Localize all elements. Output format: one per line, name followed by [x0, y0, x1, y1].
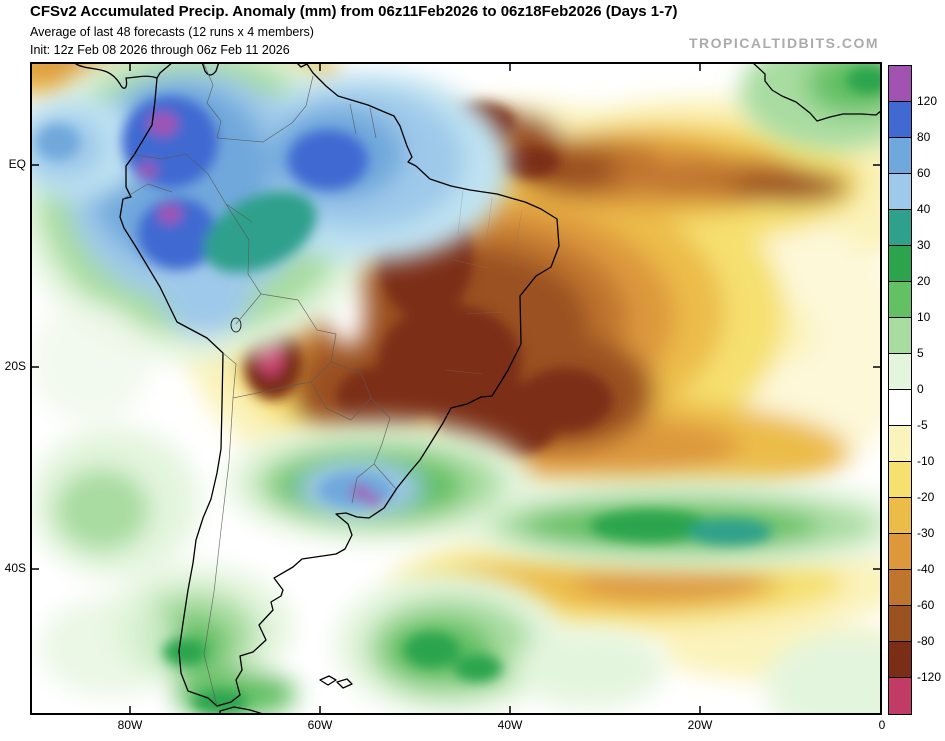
colorbar-label: 120: [917, 94, 938, 108]
colorbar-label: 30: [917, 238, 931, 252]
colorbar-segment: [889, 138, 911, 174]
lake-titicaca: [230, 317, 242, 333]
colorbar-segment: [889, 282, 911, 318]
map-canvas: [30, 62, 882, 715]
south-america-coastline: [119, 62, 560, 707]
colorbar-segment: [889, 102, 911, 138]
colorbar-segment: [889, 534, 911, 570]
colorbar-label: -60: [917, 598, 935, 612]
colorbar-segment: [889, 390, 911, 426]
country-borders: [122, 63, 397, 707]
colorbar-label: -5: [917, 418, 928, 432]
lat-label-20s: 20S: [4, 359, 26, 373]
colorbar-segment: [889, 246, 911, 282]
colorbar-segment: [889, 210, 911, 246]
colorbar-segment: [889, 174, 911, 210]
colorbar-segment: [889, 318, 911, 354]
colorbar-segment: [889, 462, 911, 498]
colorbar-segment: [889, 426, 911, 462]
central-america-coastline: [75, 63, 158, 89]
colorbar-segment: [889, 498, 911, 534]
lon-label-0: 0: [878, 718, 886, 732]
anomaly-field-positive-cores: [36, 66, 882, 714]
colorbar-segment: [889, 642, 911, 678]
colorbar-label: 40: [917, 202, 931, 216]
lon-label-60w: 60W: [307, 718, 333, 732]
colorbar-label: 5: [917, 346, 924, 360]
lon-label-80w: 80W: [117, 718, 143, 732]
colorbar-label: -40: [917, 562, 935, 576]
lat-label-40s: 40S: [4, 561, 26, 575]
colorbar: [888, 65, 912, 715]
colorbar-label: 60: [917, 166, 931, 180]
africa-coastline: [751, 62, 882, 122]
colorbar-label: -80: [917, 634, 935, 648]
colorbar-segment: [889, 66, 911, 102]
colorbar-wrap: 120 80 60 40 30 20 10 5 0 -5 -10 -20 -30 -40 -60 -80 -12…: [888, 65, 945, 715]
lon-label-40w: 40W: [497, 718, 523, 732]
colorbar-segment: [889, 606, 911, 642]
colorbar-label: -20: [917, 490, 935, 504]
watermark: TROPICALTIDBITS.COM: [688, 35, 879, 51]
falkland-islands: [319, 675, 353, 689]
colorbar-label: 80: [917, 130, 931, 144]
map-subtitle: Average of last 48 forecasts (12 runs x …: [30, 25, 314, 39]
colorbar-label: -10: [917, 454, 935, 468]
lat-label-eq: EQ: [8, 157, 26, 171]
colorbar-label: -30: [917, 526, 935, 540]
colorbar-segment: [889, 678, 911, 714]
state-borders: [427, 189, 523, 419]
colorbar-label: -120: [917, 670, 942, 684]
init-line: Init: 12z Feb 08 2026 through 06z Feb 11…: [30, 43, 290, 57]
colorbar-label: 20: [917, 274, 931, 288]
colorbar-segment: [889, 354, 911, 390]
colorbar-label: 10: [917, 310, 931, 324]
coastline: [75, 62, 882, 715]
map-frame: [30, 62, 882, 715]
map-title: CFSv2 Accumulated Precip. Anomaly (mm) f…: [30, 3, 678, 20]
colorbar-label: 0: [917, 382, 924, 396]
colorbar-segment: [889, 570, 911, 606]
lon-label-20w: 20W: [687, 718, 713, 732]
